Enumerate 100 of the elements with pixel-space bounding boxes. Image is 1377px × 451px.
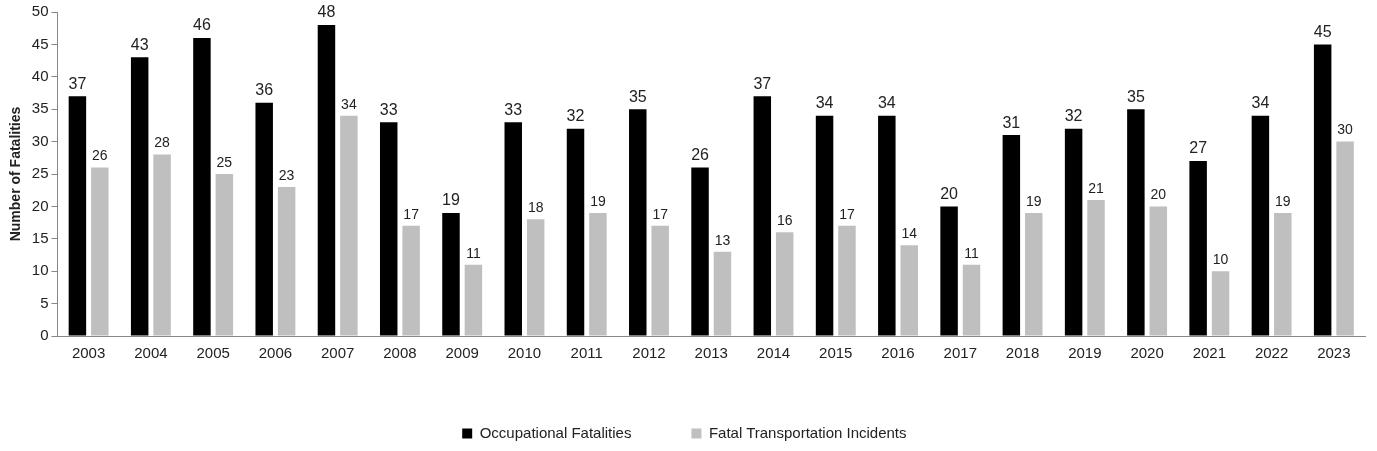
x-tick-label: 2006 (258, 344, 293, 362)
bar (1251, 115, 1270, 336)
data-label: 34 (877, 94, 896, 112)
y-tick-label: 0 (40, 326, 49, 344)
data-label: 37 (753, 74, 772, 92)
data-label: 33 (379, 100, 398, 118)
x-tick-label: 2023 (1317, 344, 1351, 362)
y-tick-label: 40 (31, 66, 49, 84)
y-tick-label: 35 (31, 99, 49, 117)
data-label: 30 (1337, 121, 1354, 138)
bar (153, 154, 171, 336)
data-label: 14 (901, 225, 918, 242)
legend-label: Occupational Fatalities (479, 423, 632, 441)
x-tick-label: 2009 (445, 344, 479, 362)
data-label: 35 (628, 87, 647, 105)
bar (504, 122, 522, 336)
bar (651, 225, 669, 336)
bar (215, 174, 234, 336)
data-label: 36 (255, 81, 274, 99)
data-label: 16 (776, 212, 793, 229)
legend-label: Fatal Transportation Incidents (708, 423, 907, 441)
bar (68, 96, 87, 336)
data-label: 10 (1212, 251, 1229, 268)
data-label: 28 (154, 134, 171, 151)
data-label: 34 (341, 95, 357, 112)
data-label: 31 (1002, 113, 1021, 131)
y-tick-label: 15 (31, 228, 49, 246)
bar (193, 37, 211, 336)
x-tick-label: 2017 (943, 344, 977, 362)
bar (1064, 128, 1083, 336)
data-label: 48 (317, 3, 336, 21)
bar (277, 186, 296, 336)
bar (838, 225, 856, 336)
y-tick-label: 45 (31, 34, 49, 52)
y-tick-label: 30 (31, 131, 49, 149)
x-tick-label: 2015 (819, 344, 853, 362)
bar (1189, 161, 1207, 336)
data-label: 20 (1150, 186, 1167, 203)
y-tick-label: 10 (31, 261, 49, 279)
bar (900, 245, 918, 336)
x-tick-label: 2016 (881, 344, 915, 362)
data-label: 26 (691, 145, 710, 163)
y-tick-label: 25 (31, 164, 49, 182)
data-label: 18 (527, 199, 544, 216)
bar (526, 219, 545, 336)
bar (1127, 109, 1145, 336)
x-tick-label: 2010 (507, 344, 542, 362)
x-tick-label: 2004 (134, 344, 168, 362)
bar (255, 102, 273, 336)
x-tick-label: 2021 (1192, 344, 1227, 362)
bar (1313, 44, 1332, 336)
data-label: 37 (68, 74, 87, 92)
data-label: 45 (1313, 22, 1332, 40)
data-label: 46 (193, 16, 211, 34)
bar (379, 122, 398, 336)
bar (878, 115, 896, 336)
x-tick-label: 2011 (570, 344, 603, 362)
bar (402, 225, 420, 336)
x-tick-label: 2007 (320, 344, 355, 362)
x-tick-label: 2020 (1130, 344, 1164, 362)
bar (753, 96, 772, 336)
x-tick-label: 2018 (1005, 344, 1040, 362)
bar (1149, 206, 1168, 336)
data-label: 19 (442, 191, 460, 209)
x-tick-label: 2013 (694, 344, 728, 362)
data-label: 34 (815, 94, 834, 112)
data-label: 32 (566, 107, 585, 125)
data-label: 25 (216, 153, 233, 170)
bar (815, 115, 834, 336)
bar (1087, 199, 1105, 336)
bar (91, 167, 109, 336)
data-label: 11 (964, 244, 979, 261)
bar (1025, 212, 1043, 336)
data-label: 11 (466, 244, 481, 261)
x-tick-label: 2003 (71, 344, 106, 362)
data-label: 23 (278, 166, 295, 183)
y-tick-label: 20 (31, 196, 49, 214)
bar (1211, 271, 1230, 336)
data-label: 20 (940, 184, 959, 202)
y-axis-title: Number of Fatalities (7, 106, 24, 242)
bar (1336, 141, 1354, 336)
bar (713, 251, 732, 336)
data-label: 17 (652, 205, 669, 222)
data-label: 19 (1025, 192, 1042, 209)
bar (1002, 135, 1021, 336)
data-label: 27 (1189, 139, 1208, 157)
data-label: 34 (1251, 94, 1270, 112)
data-label: 17 (839, 205, 855, 222)
bar (629, 109, 647, 336)
x-tick-label: 2014 (756, 344, 791, 362)
data-label: 33 (504, 100, 523, 118)
x-tick-label: 2019 (1068, 344, 1102, 362)
data-label: 21 (1088, 179, 1105, 196)
data-label: 19 (1275, 192, 1291, 209)
data-label: 26 (92, 147, 108, 164)
data-label: 13 (714, 231, 731, 248)
x-tick-label: 2022 (1254, 344, 1289, 362)
x-tick-label: 2012 (632, 344, 666, 362)
bar (1274, 212, 1292, 336)
data-label: 19 (590, 192, 606, 209)
